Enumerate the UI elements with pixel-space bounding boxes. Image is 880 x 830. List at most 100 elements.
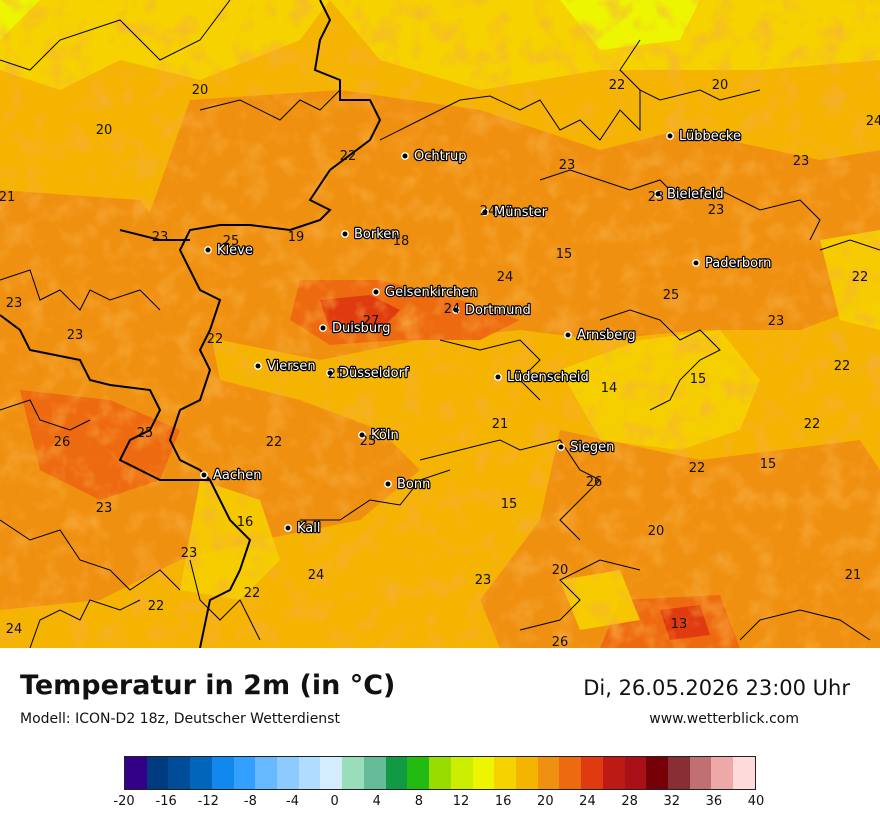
legend-swatch [429, 757, 451, 789]
temperature-value: 25 [663, 288, 680, 303]
temperature-map: Lübbecke Ochtrup Bielefeld Münster Kleve Bork… [0, 0, 880, 648]
temperature-value: 24 [308, 568, 325, 583]
city-label: Borken [354, 227, 400, 242]
border-lines [0, 0, 880, 648]
legend-swatch [277, 757, 299, 789]
city-dot [319, 324, 327, 332]
legend-swatch [494, 757, 516, 789]
temperature-value: 20 [192, 83, 209, 98]
legend-tick: -20 [113, 794, 135, 809]
legend-swatch [689, 757, 712, 789]
legend-swatch [342, 757, 364, 789]
temperature-value: 23 [648, 190, 665, 205]
legend-tick: 20 [537, 794, 554, 809]
temperature-value: 22 [207, 332, 224, 347]
temperature-field [0, 0, 880, 648]
color-legend: -20 -16 -12 -8 -4 0 4 8 12 16 20 24 28 32 36 40 [113, 756, 764, 809]
city-label: Lübbecke [679, 129, 741, 144]
legend-tick: 40 [747, 794, 765, 809]
temperature-value: 21 [492, 417, 509, 432]
legend-tick: -12 [197, 794, 219, 809]
temperature-value: 20 [648, 524, 665, 539]
temperature-value: 22 [266, 435, 283, 450]
city-marker: Bielefeld [654, 186, 725, 203]
legend-tick: 0 [330, 794, 339, 809]
city-dot [326, 369, 334, 377]
legend-swatch [559, 757, 582, 789]
temperature-value: 24 [480, 204, 497, 219]
city-marker: Arnsberg [564, 327, 637, 344]
city-label: Ochtrup [414, 149, 467, 164]
city-marker: Kall [284, 520, 322, 537]
temperature-value: 25 [137, 426, 154, 441]
legend-color-bar [124, 756, 756, 790]
city-marker: Paderborn [692, 255, 773, 272]
city-label: Münster [494, 205, 548, 220]
temperature-value: 24 [497, 270, 514, 285]
city-dot [692, 259, 700, 267]
city-dot [666, 132, 674, 140]
temperature-value: 22 [834, 359, 851, 374]
city-label: Aachen [213, 468, 261, 483]
city-label: Duisburg [332, 321, 391, 336]
legend-swatch [211, 757, 234, 789]
state-border-lines [0, 0, 382, 648]
temperature-value: 22 [244, 586, 261, 601]
city-label: Kleve [217, 243, 253, 258]
forecast-datetime: Di, 26.05.2026 23:00 Uhr [583, 676, 850, 700]
temperature-value: 24 [866, 114, 880, 129]
city-dot [341, 230, 349, 238]
legend-swatch [515, 757, 538, 789]
legend-tick: 4 [372, 794, 381, 809]
city-dot [358, 431, 366, 439]
temperature-value: 15 [690, 372, 707, 387]
city-dot [384, 480, 392, 488]
temperature-value: 22 [609, 78, 626, 93]
temperature-value: 21 [845, 568, 862, 583]
city-marker: Kleve [204, 242, 254, 259]
city-label: Paderborn [705, 256, 771, 271]
temperature-value: 15 [501, 497, 518, 512]
city-marker: Borken [341, 226, 401, 243]
legend-swatch [255, 757, 278, 789]
legend-tick: 16 [494, 794, 512, 809]
map-footer: Temperatur in 2m (in °C) Modell: ICON-D2… [0, 648, 880, 830]
legend-tick: 28 [621, 794, 638, 809]
temperature-value: 25 [223, 234, 240, 249]
temperature-value: 22 [340, 149, 357, 164]
temperature-value: 23 [793, 154, 810, 169]
legend-swatch [624, 757, 647, 789]
temperature-value: 19 [288, 230, 305, 245]
city-marker: Bonn [384, 476, 432, 493]
legend-tick: 24 [579, 794, 596, 809]
temperature-value: 23 [6, 296, 23, 311]
city-marker: Lüdenscheid [494, 369, 590, 386]
temperature-value: 13 [671, 617, 688, 632]
city-dot [564, 331, 572, 339]
legend-swatch [711, 757, 734, 789]
legend-tick: 12 [452, 794, 470, 809]
city-dot [372, 288, 380, 296]
city-marker: Ochtrup [401, 148, 468, 165]
legend-swatch [385, 757, 408, 789]
legend-tick: -8 [243, 794, 257, 809]
temperature-value: 26 [552, 635, 569, 648]
legend-tick: 32 [663, 794, 680, 809]
legend-tick-labels: -20 -16 -12 -8 -4 0 4 8 12 16 20 24 28 32 36 40 [113, 794, 764, 810]
city-dot [494, 373, 502, 381]
temperature-value: 23 [559, 158, 576, 173]
temperature-value: 23 [708, 203, 725, 218]
temperature-value: 14 [601, 381, 618, 396]
city-marker: Gelsenkirchen [372, 284, 479, 301]
temperature-value: 26 [54, 435, 71, 450]
legend-swatch [450, 757, 473, 789]
city-label: Bonn [397, 477, 430, 492]
temperature-value: 15 [760, 457, 777, 472]
model-info: Modell: ICON-D2 18z, Deutscher Wetterdie… [20, 711, 340, 727]
city-dot [254, 362, 262, 370]
city-dot [557, 443, 565, 451]
legend-swatch [320, 757, 343, 789]
city-dot [204, 246, 212, 254]
legend-swatch [667, 757, 690, 789]
website-link[interactable]: www.wetterblick.com [649, 711, 799, 727]
